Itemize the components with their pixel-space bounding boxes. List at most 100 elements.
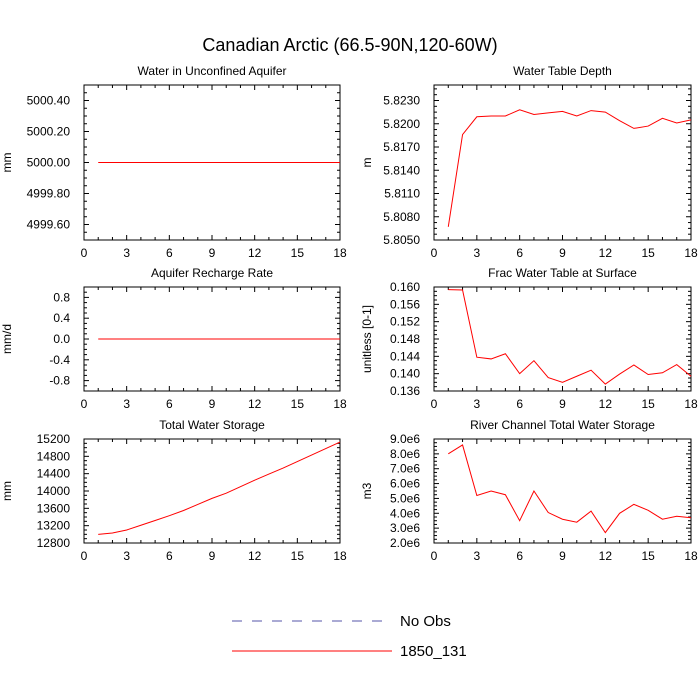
y-tick-label: 0.0 (53, 332, 70, 346)
y-tick-label: 5000.00 (27, 156, 71, 170)
x-tick-label: 18 (333, 397, 347, 411)
x-tick-label: 9 (559, 397, 566, 411)
x-tick-label: 18 (684, 246, 698, 260)
x-tick-label: 12 (248, 549, 262, 563)
x-tick-label: 12 (599, 246, 613, 260)
x-tick-label: 6 (166, 246, 173, 260)
x-tick-label: 3 (473, 549, 480, 563)
x-tick-label: 18 (333, 549, 347, 563)
y-tick-label: 5.8230 (383, 94, 420, 108)
y-tick-label: 9.0e6 (390, 432, 420, 446)
y-tick-label: 8.0e6 (390, 447, 420, 461)
plot-frame (433, 84, 692, 241)
x-tick-label: 6 (516, 246, 523, 260)
y-tick-label: 5.0e6 (390, 491, 420, 505)
y-tick-label: 4.0e6 (390, 506, 420, 520)
x-tick-label: 9 (559, 549, 566, 563)
y-axis-label: m (360, 158, 374, 168)
series-line-1 (448, 289, 692, 385)
panel-4: Frac Water Table at Surface 0 3 6 9 12 15 18 0.1… (360, 266, 698, 411)
x-tick-label: 12 (599, 397, 613, 411)
x-tick-label: 0 (431, 397, 438, 411)
x-tick-label: 15 (291, 246, 305, 260)
x-tick-label: 18 (684, 397, 698, 411)
plot-frame (83, 438, 341, 544)
y-tick-label: 5.8140 (383, 163, 420, 177)
x-tick-label: 15 (641, 397, 655, 411)
series-line-1 (448, 444, 692, 534)
series-line-1 (447, 109, 692, 227)
x-tick-label: 18 (333, 246, 347, 260)
y-tick-label: 6.0e6 (390, 477, 420, 491)
y-tick-label: 3.0e6 (390, 521, 420, 535)
y-tick-label: 4999.80 (27, 187, 71, 201)
panel-3: Aquifer Recharge Rate 0 3 6 9 12 15 18 -0.8 -0.4 0… (0, 266, 347, 411)
y-tick-label: 4999.60 (27, 218, 71, 232)
y-tick-label: 0.144 (390, 349, 420, 363)
panel-title: Aquifer Recharge Rate (151, 266, 273, 280)
x-tick-label: 12 (248, 246, 262, 260)
panel-6: River Channel Total Water Storage 0 3 6 9 12 1… (360, 418, 698, 563)
legend-label-1: No Obs (400, 613, 451, 630)
y-tick-label: 0.156 (390, 297, 420, 311)
y-tick-label: -0.8 (49, 374, 70, 388)
y-axis-label: mm (0, 153, 14, 173)
x-tick-label: 0 (81, 549, 88, 563)
x-tick-label: 3 (123, 246, 130, 260)
y-tick-label: 5.8200 (383, 117, 420, 131)
x-tick-label: 0 (81, 246, 88, 260)
x-tick-label: 3 (473, 397, 480, 411)
x-tick-label: 9 (209, 246, 216, 260)
x-tick-label: 6 (166, 397, 173, 411)
x-tick-label: 6 (166, 549, 173, 563)
x-tick-label: 9 (559, 246, 566, 260)
x-tick-label: 0 (81, 397, 88, 411)
y-tick-label: 0.152 (390, 315, 420, 329)
y-tick-label: 0.140 (390, 367, 420, 381)
y-tick-label: -0.4 (49, 353, 70, 367)
figure-title: Canadian Arctic (66.5-90N,120-60W) (202, 35, 497, 55)
y-tick-label: 5000.20 (27, 125, 71, 139)
panel-title: Total Water Storage (159, 418, 265, 432)
x-tick-label: 6 (516, 397, 523, 411)
x-tick-label: 3 (473, 246, 480, 260)
y-tick-label: 5.8170 (383, 140, 420, 154)
y-tick-label: 0.148 (390, 332, 420, 346)
y-tick-label: 5000.40 (27, 94, 71, 108)
y-tick-label: 5.8110 (384, 187, 420, 201)
y-tick-label: 14000 (37, 484, 71, 498)
y-tick-label: 7.0e6 (390, 462, 420, 476)
y-tick-label: 0.136 (390, 384, 420, 398)
y-tick-label: 13200 (37, 519, 71, 533)
legend-label-2: 1850_131 (400, 643, 467, 660)
y-tick-label: 13600 (37, 501, 71, 515)
x-tick-label: 15 (641, 549, 655, 563)
y-tick-label: 0.160 (390, 280, 420, 294)
legend: No Obs 1850_131 (232, 613, 467, 660)
x-tick-label: 9 (209, 549, 216, 563)
x-tick-label: 9 (209, 397, 216, 411)
x-tick-label: 18 (684, 549, 698, 563)
y-axis-label: mm (0, 481, 14, 501)
y-tick-label: 0.8 (53, 290, 70, 304)
x-tick-label: 3 (123, 549, 130, 563)
series-line-1 (98, 441, 341, 535)
x-tick-label: 6 (516, 549, 523, 563)
panel-5: Total Water Storage 0 3 6 9 12 15 18 12800 13200 1… (0, 418, 347, 563)
y-tick-label: 5.8080 (383, 210, 420, 224)
x-tick-label: 15 (291, 549, 305, 563)
y-axis-label: m3 (360, 482, 374, 499)
y-tick-label: 15200 (37, 432, 71, 446)
y-axis-label: unitless [0-1] (360, 305, 374, 373)
y-tick-label: 12800 (37, 536, 71, 550)
panel-1: Water in Unconfined Aquifer 0 3 6 9 12 15 18 499… (0, 64, 347, 260)
y-tick-label: 2.0e6 (390, 536, 420, 550)
y-tick-label: 0.4 (53, 311, 70, 325)
panel-title: Frac Water Table at Surface (488, 266, 637, 280)
panels: Water in Unconfined Aquifer 0 3 6 9 12 15 18 499… (0, 64, 698, 563)
x-tick-label: 12 (248, 397, 262, 411)
x-tick-label: 15 (291, 397, 305, 411)
y-axis-label: mm/d (0, 324, 14, 354)
panel-title: River Channel Total Water Storage (470, 418, 655, 432)
